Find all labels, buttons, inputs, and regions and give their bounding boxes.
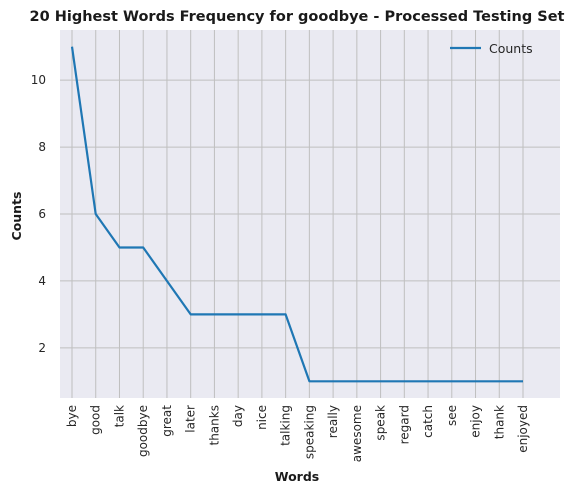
y-tick-label: 2 (38, 341, 46, 355)
legend: Counts (450, 41, 533, 56)
x-tick-label: great (160, 405, 174, 437)
y-tick-labels: 2 4 6 8 10 (31, 73, 46, 355)
x-tick-label: catch (421, 405, 435, 438)
x-axis-label: Words (275, 469, 319, 484)
x-tick-label: nice (255, 405, 269, 430)
x-tick-label: really (326, 405, 340, 438)
chart-title: 20 Highest Words Frequency for goodbye -… (30, 9, 565, 25)
x-tick-label: speak (374, 405, 388, 441)
x-tick-label: enjoy (469, 405, 483, 438)
x-tick-label: day (231, 405, 245, 427)
x-tick-label: thanks (207, 405, 221, 445)
x-tick-label: speaking (302, 405, 316, 459)
x-tick-label: goodbye (136, 405, 150, 457)
y-axis-label: Counts (9, 192, 24, 241)
y-tick-label: 10 (31, 73, 46, 87)
x-tick-label: regard (397, 405, 411, 444)
y-tick-label: 6 (38, 207, 46, 221)
x-tick-labels: bye good talk goodbye great later thanks day nic… (65, 405, 530, 463)
x-tick-label: talk (112, 405, 126, 427)
x-tick-label: good (89, 405, 103, 435)
x-tick-label: bye (65, 405, 79, 427)
x-tick-label: enjoyed (516, 405, 530, 453)
legend-label-counts: Counts (489, 41, 533, 56)
x-tick-label: talking (279, 405, 293, 446)
grid-lines (60, 30, 560, 398)
x-tick-label: awesome (350, 405, 364, 462)
x-tick-label: later (184, 405, 198, 433)
x-tick-label: thank (492, 405, 506, 439)
x-tick-label: see (445, 405, 459, 426)
y-tick-label: 8 (38, 140, 46, 154)
series-line-counts (70, 46, 523, 383)
y-tick-label: 4 (38, 274, 46, 288)
